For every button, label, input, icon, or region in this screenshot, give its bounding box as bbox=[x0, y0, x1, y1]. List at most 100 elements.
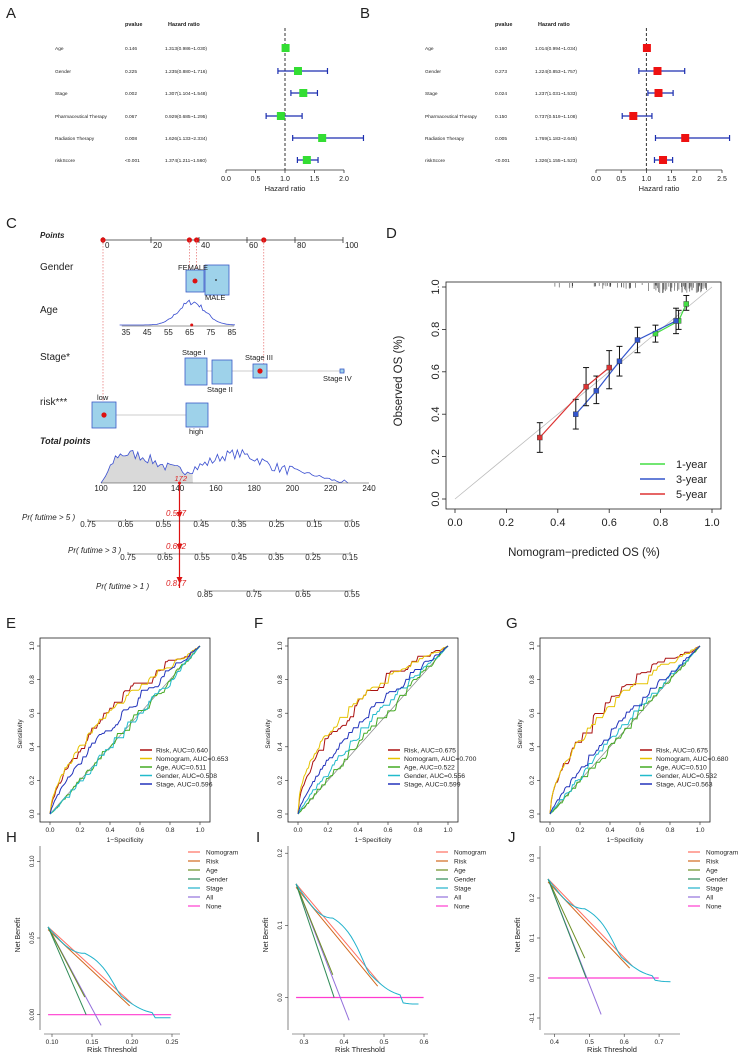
gender-observed bbox=[192, 278, 198, 284]
legend-label: Gender, AUC=0.532 bbox=[656, 773, 717, 780]
survival-prob-label: Pr( futime > 1 ) bbox=[96, 582, 149, 591]
roc-curve-stage bbox=[549, 645, 701, 815]
prediction-arrow bbox=[176, 512, 183, 518]
row-pvalue: <0.001 bbox=[495, 158, 510, 164]
x-tick-label: 0.6 bbox=[620, 1039, 629, 1046]
y-tick-label: 0.4 bbox=[430, 407, 442, 422]
risk-level-low: low bbox=[97, 393, 109, 402]
legend-label-stage: Stage bbox=[206, 886, 223, 893]
legend-label-stage: Stage bbox=[706, 886, 723, 893]
plot-frame bbox=[539, 637, 711, 823]
legend-label: Gender, AUC=0.556 bbox=[404, 773, 465, 780]
total-density-curve bbox=[100, 448, 349, 484]
survival-prob-value: 0.527 bbox=[166, 509, 187, 518]
legend-label: Risk, AUC=0.675 bbox=[656, 748, 708, 755]
x-tick-label: 1.0 bbox=[195, 827, 204, 834]
legend-label-3-year: 3-year bbox=[676, 474, 708, 486]
y-tick-label: 0.0 bbox=[530, 973, 536, 982]
legend-label: Age, AUC=0.522 bbox=[404, 765, 455, 772]
y-tick-label: 0.4 bbox=[529, 742, 536, 751]
legend-label-all: All bbox=[206, 895, 214, 902]
row-pvalue: 0.008 bbox=[125, 136, 137, 142]
x-axis-title: 1−Specificity bbox=[355, 837, 392, 844]
stage-level-2: Stage II bbox=[207, 385, 233, 394]
survival-prob-value: 0.877 bbox=[166, 579, 187, 588]
x-axis-title: 1−Specificity bbox=[107, 837, 144, 844]
y-tick-label: 0.6 bbox=[277, 708, 284, 717]
nomogram-gender-label: Gender bbox=[40, 262, 74, 273]
x-tick-label: 1.0 bbox=[443, 827, 452, 834]
legend-label-1-year: 1-year bbox=[676, 459, 708, 471]
x-axis-title: 1−Specificity bbox=[607, 837, 644, 844]
legend-label-risk: Risk bbox=[206, 859, 219, 866]
dca-age-line bbox=[295, 883, 334, 975]
x-tick-label: 0.5 bbox=[585, 1039, 594, 1046]
x-axis-title: Risk Threshold bbox=[587, 1045, 637, 1054]
survival-prob-tick-label: 0.45 bbox=[193, 520, 209, 529]
x-axis-title: Risk Threshold bbox=[87, 1045, 137, 1054]
x-tick-label: 0.6 bbox=[419, 1039, 428, 1046]
survival-prob-label: Pr( futime > 3 ) bbox=[68, 546, 121, 555]
hr-point bbox=[318, 134, 327, 142]
x-tick-label: 0.15 bbox=[86, 1039, 99, 1046]
row-hr-text: 1.014(0.994~1.034) bbox=[535, 46, 577, 52]
panel-letter-d: D bbox=[386, 225, 397, 242]
legend-label: Gender, AUC=0.508 bbox=[156, 773, 217, 780]
hr-point bbox=[293, 67, 302, 75]
row-hr-text: 1.237(1.031~1.533) bbox=[535, 91, 577, 97]
x-tick-label: 2.0 bbox=[692, 176, 702, 183]
row-hr-text: 1.307(1.104~1.548) bbox=[165, 91, 207, 97]
y-axis-title: Observed OS (%) bbox=[393, 335, 405, 426]
y-tick-label: 0.1 bbox=[278, 921, 284, 930]
dca-nomogram-line bbox=[295, 883, 381, 985]
ideal-diagonal bbox=[454, 286, 713, 500]
hr-point bbox=[299, 89, 308, 97]
row-hr-text: 1.224(0.853~1.757) bbox=[535, 69, 577, 75]
age-tick-label: 85 bbox=[228, 328, 237, 337]
y-tick-label: 0.2 bbox=[29, 776, 36, 785]
box-stage-4 bbox=[339, 368, 345, 374]
hr-point bbox=[281, 44, 290, 52]
y-tick-label: 0.05 bbox=[30, 932, 36, 944]
plot-frame bbox=[39, 637, 211, 823]
roc-curve-stage bbox=[297, 645, 449, 815]
points-tick-label: 20 bbox=[153, 241, 162, 250]
x-tick-label: 0.8 bbox=[665, 827, 674, 834]
x-tick-label: 0.0 bbox=[591, 176, 601, 183]
nomogram-risk-label: risk*** bbox=[40, 397, 67, 408]
gender-mean bbox=[215, 279, 217, 281]
x-tick-label: 1.0 bbox=[642, 176, 652, 183]
pvalue-header: pvalue bbox=[125, 22, 142, 28]
y-tick-label: 0.4 bbox=[277, 742, 284, 751]
age-tick-label: 55 bbox=[164, 328, 173, 337]
x-axis-title: Nomogram−predicted OS (%) bbox=[508, 547, 660, 559]
row-label-riskscore: riskScore bbox=[425, 158, 445, 164]
dca-gender-line bbox=[547, 878, 587, 979]
row-pvalue: 0.273 bbox=[495, 69, 507, 75]
y-tick-label: 0.2 bbox=[278, 848, 284, 857]
hr-point bbox=[302, 156, 311, 164]
legend-label: Risk, AUC=0.675 bbox=[404, 748, 456, 755]
dca-stage-line bbox=[547, 878, 671, 983]
total-density-shade bbox=[101, 450, 193, 483]
dca-age-line bbox=[547, 878, 586, 959]
calibration-line-5-year bbox=[539, 367, 610, 438]
row-label-pharmaceutical-therapy: Pharmaceutical Therapy bbox=[425, 114, 478, 120]
y-tick-label: 0.8 bbox=[277, 675, 284, 684]
y-tick-label: 0.8 bbox=[29, 675, 36, 684]
panel-letter-f: F bbox=[254, 615, 263, 632]
legend-label: Age, AUC=0.510 bbox=[656, 765, 707, 772]
legend-label-none: None bbox=[206, 904, 222, 911]
y-tick-label: 0.2 bbox=[530, 893, 536, 902]
roc-curve-nomogram bbox=[297, 645, 449, 815]
survival-prob-tick-label: 0.75 bbox=[246, 590, 262, 599]
survival-prob-tick-label: 0.45 bbox=[231, 553, 247, 562]
total-tick-label: 240 bbox=[362, 484, 376, 493]
legend-label-age: Age bbox=[454, 868, 466, 875]
x-tick-label: 1.5 bbox=[667, 176, 677, 183]
y-tick-label: 0.8 bbox=[529, 675, 536, 684]
y-tick-label: 1.0 bbox=[277, 641, 284, 650]
x-tick-label: 0.3 bbox=[299, 1039, 308, 1046]
y-tick-label: 1.0 bbox=[529, 641, 536, 650]
row-pvalue: 0.146 bbox=[125, 46, 137, 52]
